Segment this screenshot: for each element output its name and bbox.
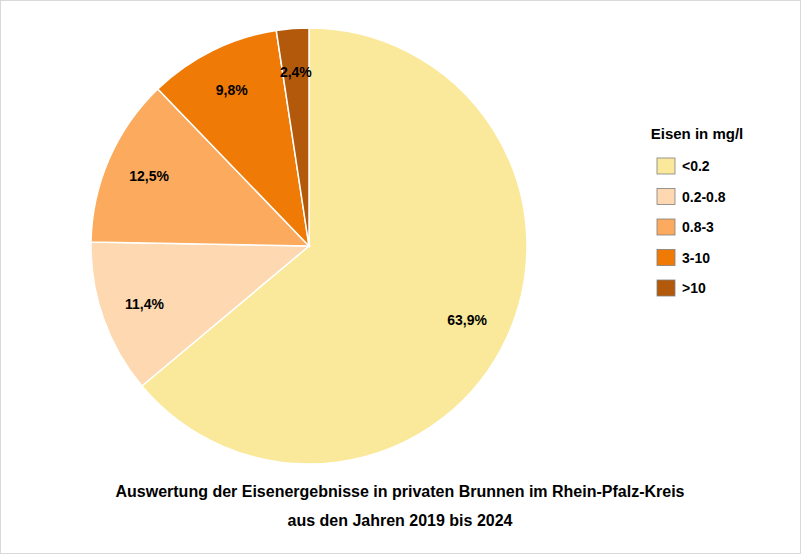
legend-label: >10 (682, 280, 706, 296)
legend-swatch (657, 250, 675, 266)
data-label: 63,9% (447, 312, 487, 328)
slices (91, 28, 527, 464)
data-label: 12,5% (129, 168, 169, 184)
legend-label: 0.2-0.8 (682, 189, 726, 205)
legend-label: <0.2 (682, 158, 710, 174)
chart: 63,9% 11,4% 12,5% 9,8% 2,4% Eisen in mg/l <0.2… (0, 0, 801, 554)
pie-slice (276, 28, 309, 246)
data-label: 2,4% (280, 64, 312, 80)
legend-label: 3-10 (682, 250, 710, 266)
frame (1, 1, 801, 554)
chart-title-line: aus den Jahren 2019 bis 2024 (287, 512, 512, 529)
data-label: 9,8% (216, 82, 248, 98)
legend-title: Eisen in mg/l (651, 125, 744, 142)
legend-swatch (657, 158, 675, 174)
legend-swatch (657, 189, 675, 205)
legend-label: 0.8-3 (682, 219, 714, 235)
chart-title-line: Auswertung der Eisenergebnisse in privat… (115, 483, 684, 500)
legend-swatch (657, 219, 675, 235)
data-label: 11,4% (125, 296, 164, 312)
chart-title: Auswertung der Eisenergebnisse in privat… (115, 483, 684, 529)
legend-swatch (657, 280, 675, 296)
pie-slice (91, 242, 309, 386)
